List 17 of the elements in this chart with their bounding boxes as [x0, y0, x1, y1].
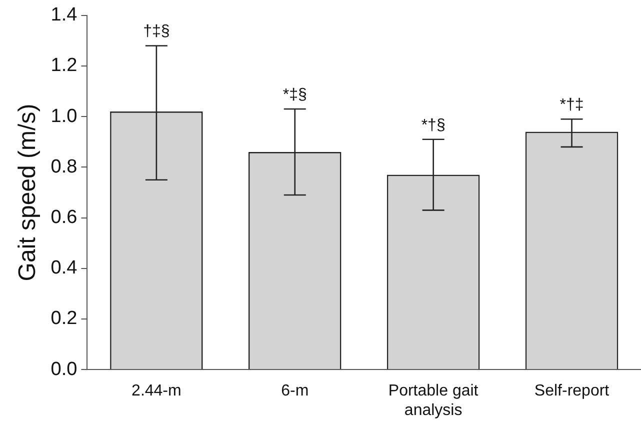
x-tick-label: Portable gait analysis — [388, 382, 479, 419]
annotation: *†‡ — [560, 96, 584, 114]
x-tick-label: 2.44-m — [132, 382, 182, 400]
y-tick-label: 0.4 — [50, 258, 78, 279]
y-axis-title: Gait speed (m/s) — [14, 104, 42, 282]
y-tick-label: 1.0 — [50, 106, 78, 127]
y-tick-label: 0.0 — [50, 358, 78, 380]
annotation: †‡§ — [143, 23, 170, 40]
annotation: *‡§ — [282, 86, 307, 104]
y-tick-label: 0.2 — [50, 308, 78, 330]
x-tick-label: Self-report — [534, 382, 610, 400]
y-tick-label: 1.2 — [50, 55, 78, 76]
y-tick-label: 0.8 — [50, 156, 78, 178]
y-tick-label: 0.6 — [50, 207, 78, 228]
annotation: *†§ — [421, 116, 446, 134]
x-tick-label: 6-m — [281, 382, 309, 400]
y-tick-label: 1.4 — [50, 4, 78, 26]
